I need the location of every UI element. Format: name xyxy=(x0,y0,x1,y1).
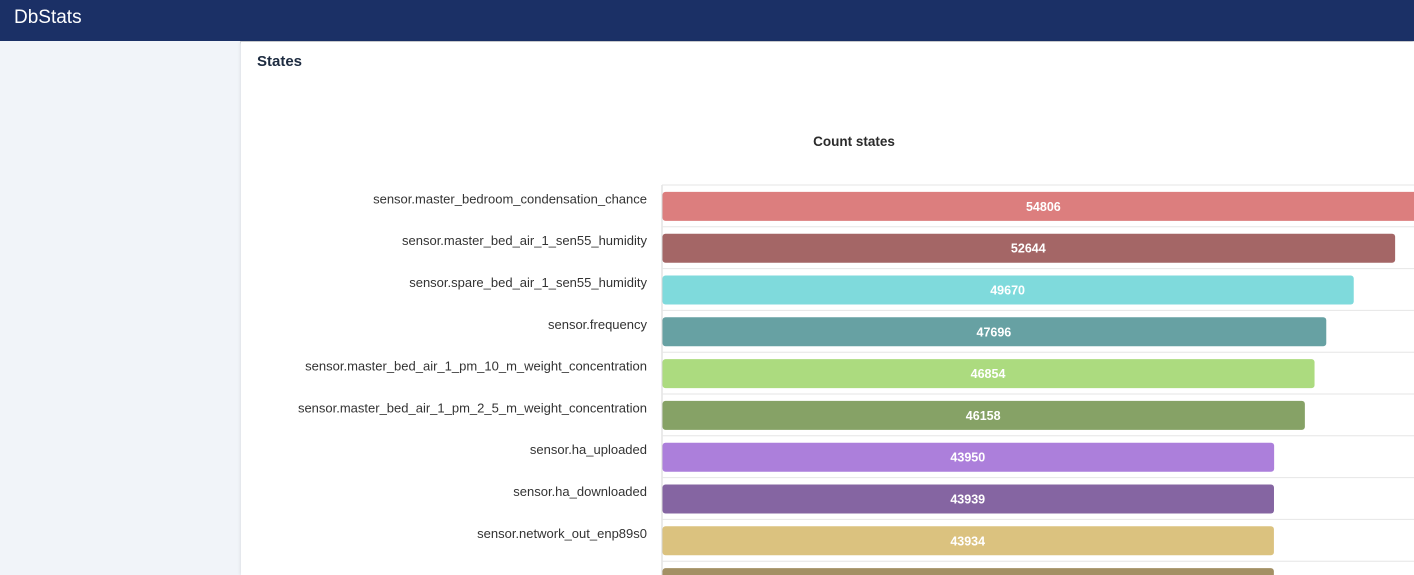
chart-bars xyxy=(662,191,1414,575)
bar[interactable] xyxy=(662,526,1274,556)
category-label: sensor.master_bed_air_1_pm_10_m_weight_c… xyxy=(305,359,647,374)
value-label: 49670 xyxy=(990,284,1025,298)
bar[interactable] xyxy=(662,568,1274,575)
count-states-chart: Count states sensor.master_bedroom_conde… xyxy=(298,134,1414,575)
category-label: sensor.master_bedroom_condensation_chanc… xyxy=(373,191,647,206)
category-label: sensor.network_out_enp89s0 xyxy=(477,526,647,541)
sidebar xyxy=(0,41,240,575)
category-label: sensor.spare_bed_air_1_sen55_humidity xyxy=(409,275,647,290)
bar[interactable] xyxy=(662,484,1274,514)
bar[interactable] xyxy=(662,317,1327,347)
category-label: sensor.master_bed_air_1_pm_2_5_m_weight_… xyxy=(298,400,647,415)
value-label: 43939 xyxy=(950,493,985,507)
section-title: States xyxy=(257,53,303,70)
bar[interactable] xyxy=(662,275,1354,305)
app-title: DbStats xyxy=(14,7,82,28)
bar[interactable] xyxy=(662,233,1396,263)
chart-grid xyxy=(661,184,1414,575)
chart-category-labels: sensor.master_bedroom_condensation_chanc… xyxy=(298,191,648,540)
chart-title: Count states xyxy=(813,134,895,149)
bar[interactable] xyxy=(662,442,1275,472)
value-label: 43934 xyxy=(950,534,985,548)
value-label: 52644 xyxy=(1011,242,1046,256)
value-label: 47696 xyxy=(977,325,1012,339)
bar[interactable] xyxy=(662,400,1305,430)
top-app-bar: DbStats xyxy=(0,0,1414,41)
value-label: 46158 xyxy=(966,409,1001,423)
bar[interactable] xyxy=(662,359,1315,389)
states-panel: Count states sensor.master_bedroom_conde… xyxy=(241,42,1414,575)
value-label: 46854 xyxy=(971,367,1006,381)
category-label: sensor.ha_downloaded xyxy=(513,484,647,499)
value-label: 54806 xyxy=(1026,200,1061,214)
bar[interactable] xyxy=(662,191,1414,221)
value-label: 43950 xyxy=(950,451,985,465)
category-label: sensor.frequency xyxy=(548,317,648,332)
category-label: sensor.ha_uploaded xyxy=(530,442,647,457)
category-label: sensor.master_bed_air_1_sen55_humidity xyxy=(402,233,647,248)
chart-value-labels: 54806 52644 49670 47696 46854 46158 43950 43939… xyxy=(950,200,1060,548)
